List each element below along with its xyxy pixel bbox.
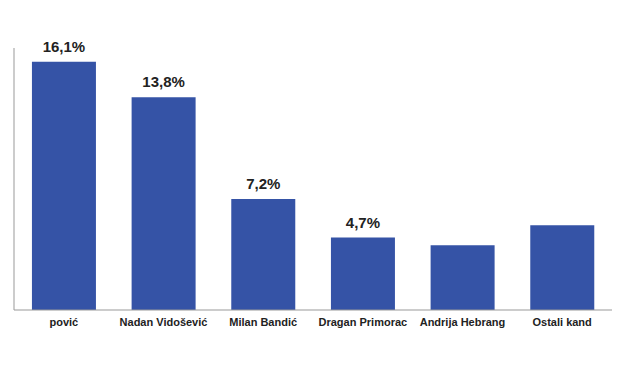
svg-text:pović: pović: [49, 316, 78, 328]
svg-text:Milan Bandić: Milan Bandić: [229, 316, 297, 328]
svg-text:13,8%: 13,8%: [142, 73, 185, 90]
svg-text:Dragan Primorac: Dragan Primorac: [319, 316, 408, 328]
svg-text:16,1%: 16,1%: [43, 38, 86, 55]
svg-text:Andrija Hebrang: Andrija Hebrang: [420, 316, 506, 328]
svg-text:Nadan Vidošević: Nadan Vidošević: [120, 316, 208, 328]
svg-text:Ostali kand: Ostali kand: [533, 316, 592, 328]
svg-text:7,2%: 7,2%: [246, 175, 280, 192]
svg-text:4,7%: 4,7%: [346, 214, 380, 231]
